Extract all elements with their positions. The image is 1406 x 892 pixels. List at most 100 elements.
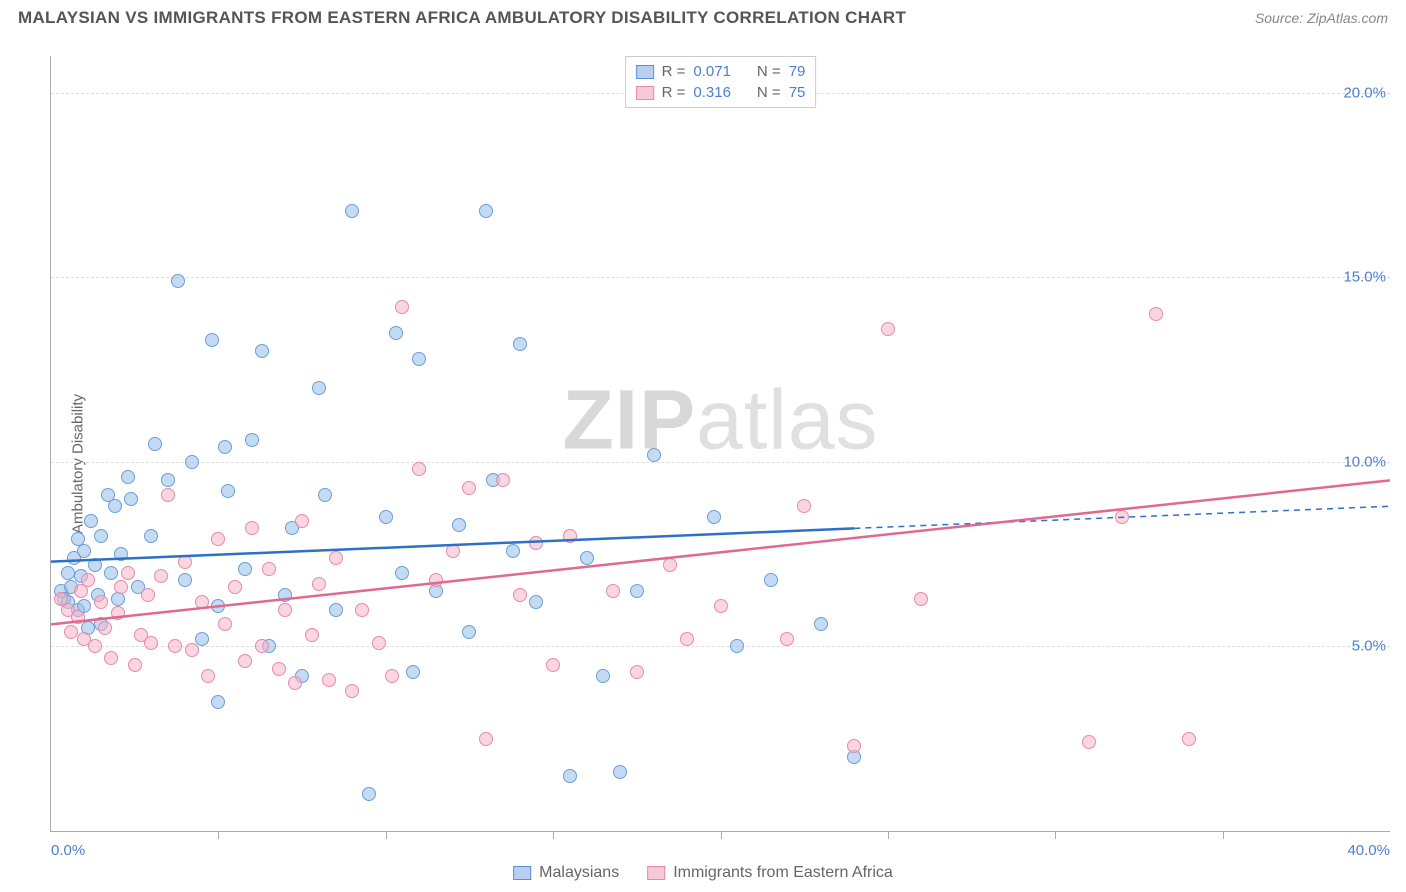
data-point xyxy=(446,544,460,558)
x-tick xyxy=(888,831,889,839)
data-point xyxy=(221,484,235,498)
data-point xyxy=(389,326,403,340)
data-point xyxy=(385,669,399,683)
x-tick-label-max: 40.0% xyxy=(1347,842,1390,859)
data-point xyxy=(201,669,215,683)
n-value: 75 xyxy=(789,84,806,101)
data-point xyxy=(613,765,627,779)
correlation-legend: R = 0.071 N = 79 R = 0.316 N = 75 xyxy=(625,56,817,108)
data-point xyxy=(506,544,520,558)
x-tick xyxy=(721,831,722,839)
data-point xyxy=(563,769,577,783)
data-point xyxy=(680,632,694,646)
series-legend: Malaysians Immigrants from Eastern Africa xyxy=(513,864,893,882)
data-point xyxy=(1082,735,1096,749)
data-point xyxy=(462,625,476,639)
data-point xyxy=(513,337,527,351)
data-point xyxy=(148,437,162,451)
data-point xyxy=(211,532,225,546)
data-point xyxy=(195,632,209,646)
data-point xyxy=(318,488,332,502)
data-point xyxy=(395,566,409,580)
data-point xyxy=(395,300,409,314)
data-point xyxy=(171,274,185,288)
data-point xyxy=(596,669,610,683)
data-point xyxy=(111,606,125,620)
data-point xyxy=(406,665,420,679)
data-point xyxy=(144,636,158,650)
data-point xyxy=(245,433,259,447)
data-point xyxy=(278,603,292,617)
n-label: N = xyxy=(757,84,781,101)
data-point xyxy=(81,573,95,587)
data-point xyxy=(580,551,594,565)
x-tick xyxy=(1055,831,1056,839)
legend-swatch xyxy=(513,866,531,880)
data-point xyxy=(479,204,493,218)
watermark: ZIPatlas xyxy=(562,372,878,469)
r-label: R = xyxy=(662,84,686,101)
y-tick-label: 10.0% xyxy=(1343,453,1386,470)
data-point xyxy=(847,739,861,753)
data-point xyxy=(272,662,286,676)
data-point xyxy=(238,654,252,668)
data-point xyxy=(305,628,319,642)
data-point xyxy=(185,643,199,657)
data-point xyxy=(312,577,326,591)
data-point xyxy=(262,562,276,576)
data-point xyxy=(1115,510,1129,524)
data-point xyxy=(412,352,426,366)
data-point xyxy=(630,665,644,679)
data-point xyxy=(255,639,269,653)
data-point xyxy=(205,333,219,347)
data-point xyxy=(663,558,677,572)
watermark-bold: ZIP xyxy=(562,373,696,467)
data-point xyxy=(529,595,543,609)
chart-title: MALAYSIAN VS IMMIGRANTS FROM EASTERN AFR… xyxy=(18,8,906,28)
legend-label: Malaysians xyxy=(539,864,619,882)
data-point xyxy=(178,573,192,587)
data-point xyxy=(121,566,135,580)
data-point xyxy=(312,381,326,395)
data-point xyxy=(780,632,794,646)
data-point xyxy=(707,510,721,524)
data-point xyxy=(195,595,209,609)
data-point xyxy=(479,732,493,746)
n-label: N = xyxy=(757,63,781,80)
data-point xyxy=(546,658,560,672)
data-point xyxy=(124,492,138,506)
x-tick xyxy=(1223,831,1224,839)
x-tick xyxy=(218,831,219,839)
legend-swatch xyxy=(636,65,654,79)
source-attribution: Source: ZipAtlas.com xyxy=(1255,10,1388,26)
data-point xyxy=(529,536,543,550)
data-point xyxy=(71,610,85,624)
data-point xyxy=(764,573,778,587)
data-point xyxy=(185,455,199,469)
data-point xyxy=(345,204,359,218)
legend-swatch xyxy=(636,86,654,100)
data-point xyxy=(452,518,466,532)
legend-stat-row: R = 0.316 N = 75 xyxy=(636,82,806,103)
data-point xyxy=(797,499,811,513)
data-point xyxy=(329,603,343,617)
legend-label: Immigrants from Eastern Africa xyxy=(673,864,893,882)
data-point xyxy=(178,555,192,569)
y-tick-label: 20.0% xyxy=(1343,84,1386,101)
legend-item: Malaysians xyxy=(513,864,619,882)
data-point xyxy=(128,658,142,672)
data-point xyxy=(345,684,359,698)
data-point xyxy=(379,510,393,524)
x-tick xyxy=(553,831,554,839)
data-point xyxy=(881,322,895,336)
data-point xyxy=(295,514,309,528)
data-point xyxy=(218,440,232,454)
chart-container: Ambulatory Disability ZIPatlas R = 0.071… xyxy=(0,36,1406,892)
data-point xyxy=(121,470,135,484)
data-point xyxy=(462,481,476,495)
data-point xyxy=(154,569,168,583)
data-point xyxy=(238,562,252,576)
data-point xyxy=(429,573,443,587)
data-point xyxy=(61,566,75,580)
legend-item: Immigrants from Eastern Africa xyxy=(647,864,893,882)
